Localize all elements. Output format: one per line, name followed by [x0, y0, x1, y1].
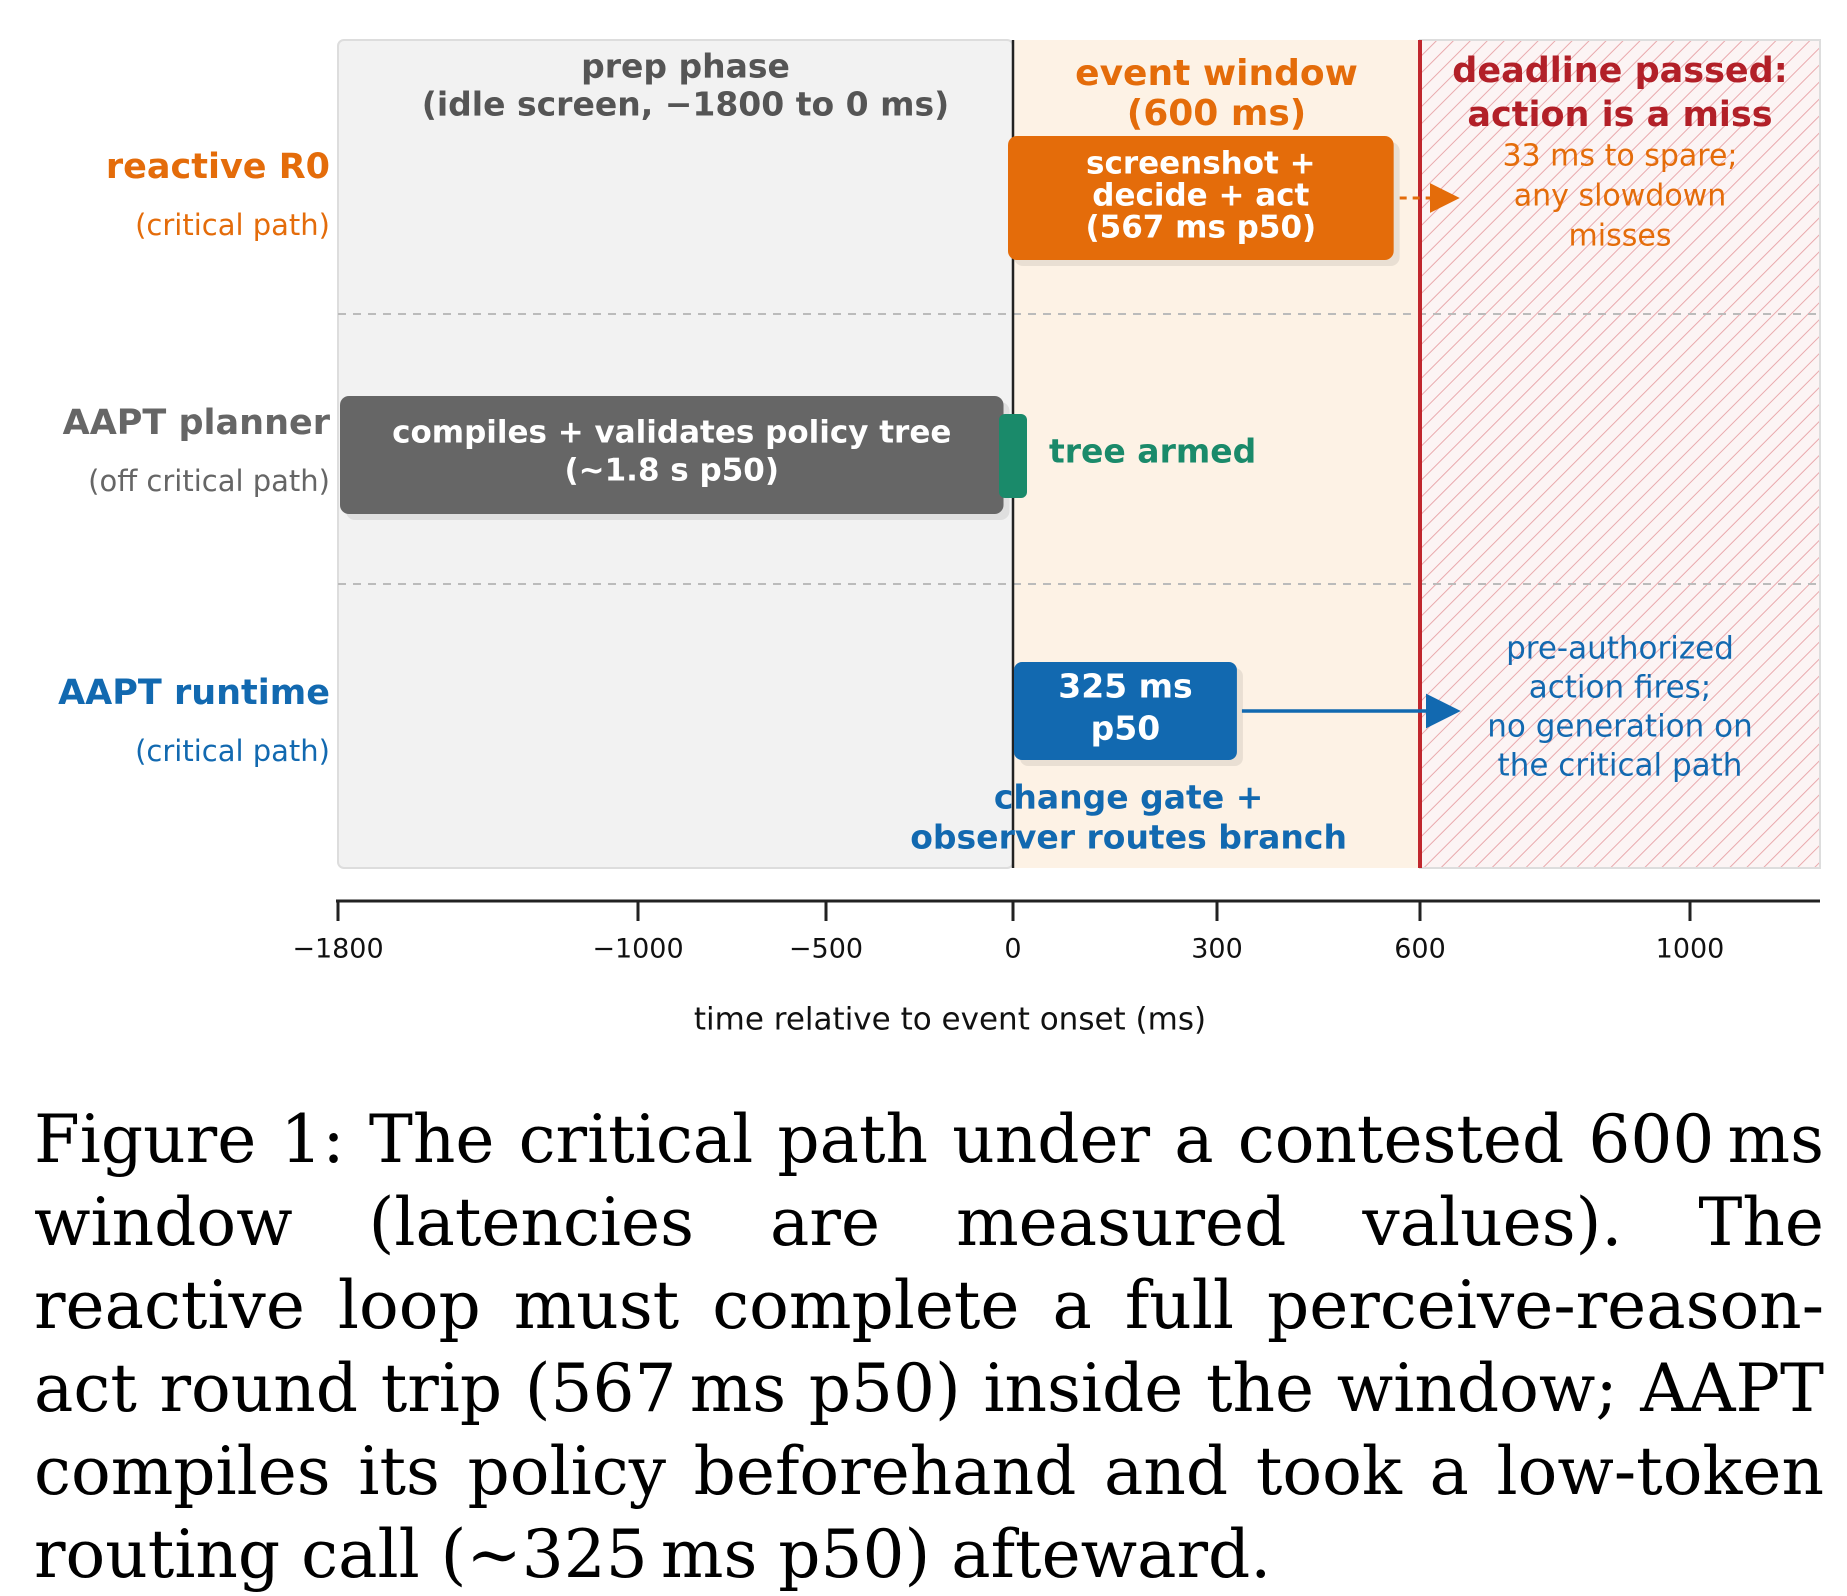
reactive-bar-label-line-2: decide + act — [1092, 178, 1309, 214]
deadline-region-label-line-2: action is a miss — [1467, 95, 1772, 135]
row-sublabel-3: (critical path) — [135, 734, 330, 768]
runtime-below-label-line-1: change gate + — [994, 778, 1264, 817]
row-sublabel-2: (off critical path) — [88, 464, 330, 498]
x-axis-title: time relative to event onset (ms) — [694, 1002, 1206, 1038]
runtime-note-line-3: no generation on — [1487, 709, 1753, 745]
tree-armed-marker — [999, 414, 1027, 498]
x-tick-label-5: 300 — [1191, 934, 1243, 965]
deadline-region-label-line-1: deadline passed: — [1452, 51, 1787, 91]
region-deadline-passed — [1419, 39, 1821, 869]
row-sublabel-1: (critical path) — [135, 208, 330, 242]
reactive-note-line-3: misses — [1569, 219, 1672, 254]
event-region-label-line-1: event window — [1075, 53, 1358, 94]
event-region-label-line-2: (600 ms) — [1127, 93, 1307, 134]
prep-region-label-line-2: (idle screen, −1800 to 0 ms) — [422, 85, 949, 124]
reactive-bar-label-line-1: screenshot + — [1086, 146, 1316, 182]
row-label-1: reactive R0 — [106, 147, 330, 187]
runtime-note-line-2: action fires; — [1529, 670, 1712, 706]
runtime-note-line-1: pre-authorized — [1506, 631, 1734, 667]
x-tick-label-6: 600 — [1394, 934, 1446, 965]
runtime-bar — [1014, 662, 1237, 760]
runtime-below-label-line-2: observer routes branch — [910, 818, 1347, 857]
planner-bar-label-line-1: compiles + validates policy tree — [392, 415, 951, 451]
x-tick-label-2: −1000 — [592, 934, 683, 965]
reactive-note-line-2: any slowdown — [1514, 179, 1727, 214]
figure-caption: Figure 1: The critical path under a cont… — [34, 1101, 1824, 1593]
x-tick-label-3: −500 — [789, 934, 863, 965]
reactive-bar — [1008, 136, 1394, 260]
x-tick-label-7: 1000 — [1656, 934, 1725, 965]
tree-armed-label: tree armed — [1049, 432, 1256, 471]
row-label-3: AAPT runtime — [58, 673, 330, 713]
x-tick-label-1: −1800 — [292, 934, 383, 965]
reactive-note-line-1: 33 ms to spare; — [1502, 139, 1737, 174]
runtime-bar-label-line-1: 325 ms — [1058, 667, 1192, 706]
row-label-2: AAPT planner — [63, 403, 331, 443]
planner-bar — [340, 396, 1004, 514]
prep-region-label-line-1: prep phase — [581, 47, 790, 86]
x-tick-label-4: 0 — [1004, 934, 1021, 965]
runtime-note-line-4: the critical path — [1498, 748, 1743, 784]
critical-path-timeline-chart: prep phase(idle screen, −1800 to 0 ms) ev… — [58, 39, 1821, 1038]
runtime-bar-label-line-2: p50 — [1091, 709, 1161, 748]
planner-bar-label-line-2: (~1.8 s p50) — [564, 453, 779, 489]
reactive-bar-label-line-3: (567 ms p50) — [1085, 210, 1316, 246]
